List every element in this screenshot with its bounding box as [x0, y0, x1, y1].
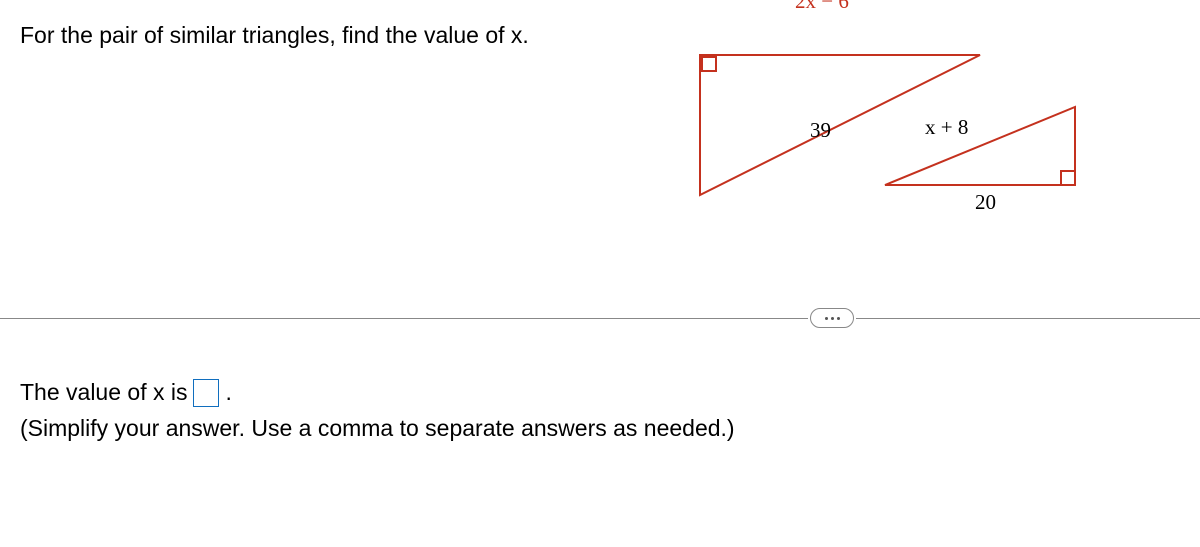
section-divider: [0, 308, 1200, 328]
question-text: For the pair of similar triangles, find …: [20, 22, 529, 49]
ellipsis-dot-icon: [825, 317, 828, 320]
divider-right: [856, 318, 1200, 319]
ellipsis-button[interactable]: [810, 308, 854, 328]
triangle-2-right-angle: [1061, 171, 1075, 185]
triangle2-bottom-label: 20: [975, 190, 996, 215]
divider-left: [0, 318, 808, 319]
triangles-svg: [680, 15, 1100, 275]
ellipsis-dot-icon: [837, 317, 840, 320]
answer-prefix: The value of x is: [20, 375, 187, 411]
triangle1-hyp-label: 39: [810, 118, 831, 143]
triangle1-top-label: 2x − 6: [795, 0, 849, 14]
answer-suffix: .: [225, 375, 231, 411]
answer-input[interactable]: [193, 379, 219, 407]
similar-triangles-diagram: 2x − 6 39 x + 8 20: [680, 15, 1100, 275]
triangle2-hyp-label: x + 8: [925, 115, 968, 140]
answer-line: The value of x is .: [20, 375, 735, 411]
triangle-1-right-angle: [702, 57, 716, 71]
answer-block: The value of x is . (Simplify your answe…: [20, 375, 735, 446]
triangle-2: [885, 107, 1075, 185]
ellipsis-dot-icon: [831, 317, 834, 320]
answer-hint: (Simplify your answer. Use a comma to se…: [20, 411, 735, 447]
